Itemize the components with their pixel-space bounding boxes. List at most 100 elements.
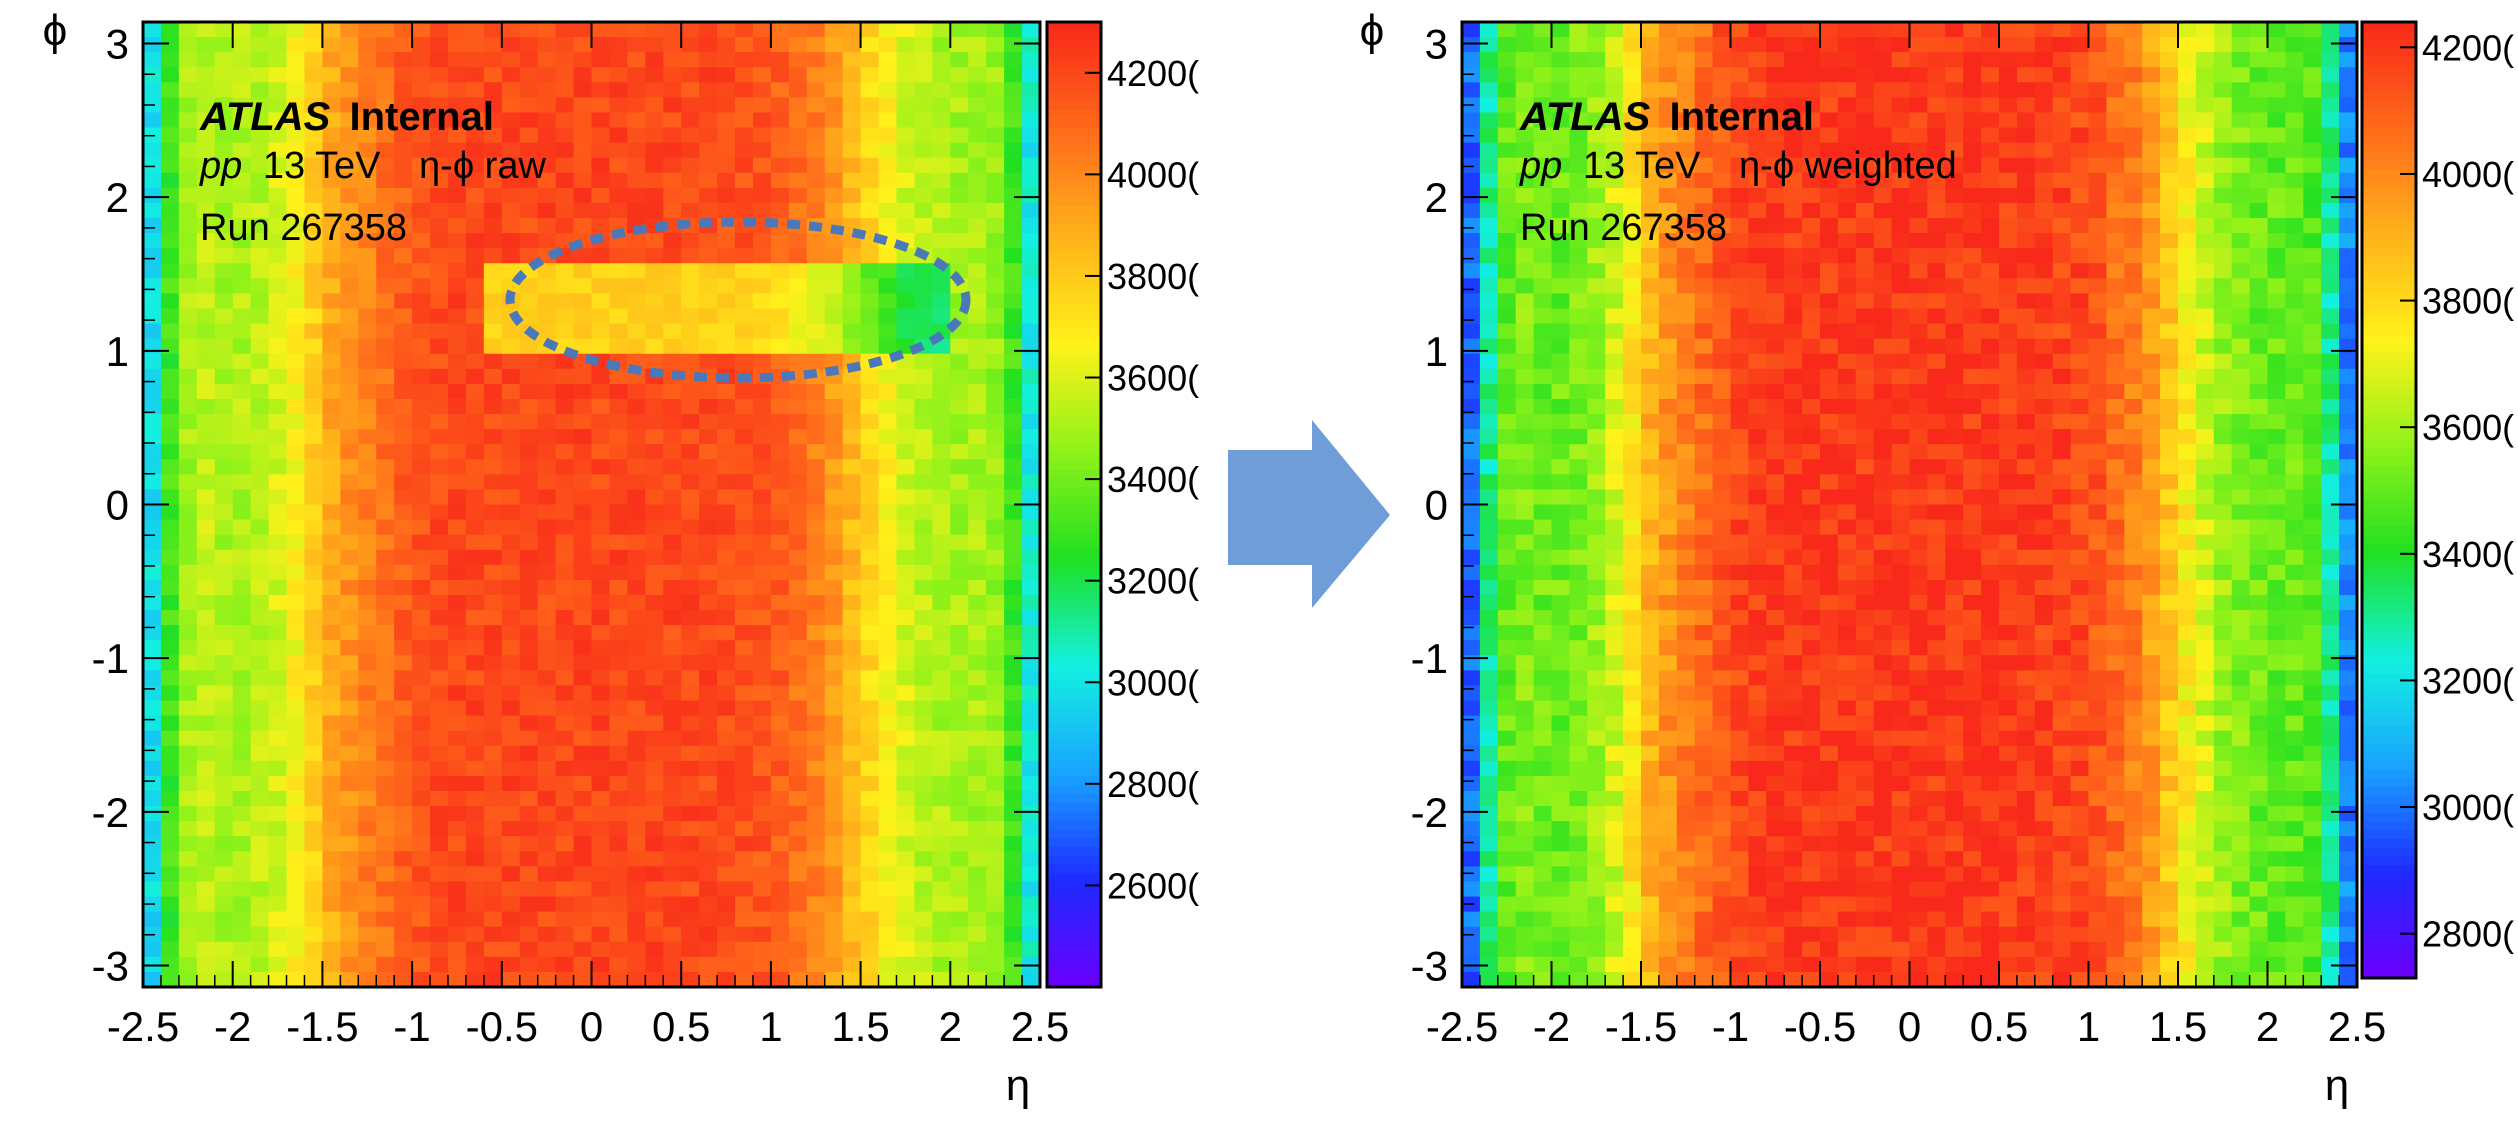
raw-heatmap-cell [699,143,718,159]
weighted-heatmap-cell [1516,957,1535,973]
raw-heatmap-cell [663,701,682,717]
weighted-heatmap-cell [1605,67,1624,83]
weighted-heatmap-cell [1462,731,1481,747]
weighted-heatmap-cell [1462,866,1481,882]
raw-heatmap-cell [358,881,377,897]
raw-heatmap-cell [538,324,557,340]
weighted-heatmap-cell [1641,610,1660,626]
raw-heatmap-cell [233,625,252,641]
raw-colorbar-cell [1047,855,1101,864]
raw-heatmap-cell [502,37,521,53]
weighted-heatmap-cell [1731,263,1750,279]
raw-heatmap-cell [627,731,646,747]
raw-heatmap-cell [861,701,880,717]
raw-heatmap-cell [968,263,987,279]
raw-heatmap-cell [394,459,413,475]
raw-heatmap-cell [681,746,700,762]
weighted-heatmap-cell [1462,324,1481,340]
raw-heatmap-cell [1004,188,1023,204]
raw-heatmap-cell [430,354,449,370]
raw-heatmap-cell [394,866,413,882]
raw-heatmap-cell [502,520,521,536]
raw-heatmap-cell [233,746,252,762]
raw-heatmap-cell [448,505,467,521]
weighted-heatmap-cell [1784,354,1803,370]
weighted-heatmap-cell [1874,550,1893,566]
weighted-heatmap-cell [1498,505,1517,521]
raw-heatmap-cell [663,308,682,324]
raw-heatmap-cell [771,444,790,460]
raw-heatmap-cell [574,384,593,400]
raw-heatmap-cell [179,459,198,475]
raw-heatmap-cell [986,263,1005,279]
weighted-heatmap-cell [1569,414,1588,430]
raw-heatmap-cell [376,384,395,400]
raw-heatmap-cell [1022,459,1041,475]
raw-colorbar-cell [1047,969,1101,978]
raw-heatmap-cell [574,897,593,913]
weighted-heatmap-cell [1534,897,1553,913]
raw-heatmap-cell [879,655,898,671]
raw-heatmap-cell [896,203,915,219]
weighted-heatmap-cell [1623,67,1642,83]
raw-heatmap-cell [896,308,915,324]
raw-heatmap-cell [358,399,377,415]
raw-heatmap-cell [717,836,736,852]
raw-heatmap-cell [556,580,575,596]
raw-heatmap-cell [592,866,611,882]
raw-heatmap-cell [412,37,431,53]
raw-heatmap-cell [322,610,341,626]
weighted-heatmap-cell [1784,821,1803,837]
raw-heatmap-cell [502,233,521,249]
raw-heatmap-cell [807,912,826,928]
weighted-heatmap-cell [1695,308,1714,324]
weighted-heatmap-cell [1605,595,1624,611]
raw-heatmap-cell [484,716,503,732]
weighted-heatmap-cell [1677,339,1696,355]
raw-heatmap-cell [735,550,754,566]
weighted-heatmap-cell [1856,670,1875,686]
raw-heatmap-cell [197,731,216,747]
weighted-heatmap-cell [1641,459,1660,475]
raw-heatmap-cell [592,821,611,837]
raw-heatmap-cell [412,339,431,355]
weighted-heatmap-cell [1480,158,1499,174]
raw-heatmap-cell [412,520,431,536]
raw-heatmap-cell [753,82,772,98]
weighted-heatmap-cell [1677,610,1696,626]
raw-heatmap-cell [771,52,790,68]
weighted-heatmap-cell [1462,701,1481,717]
weighted-heatmap-cell [1856,384,1875,400]
raw-heatmap-cell [448,414,467,430]
raw-heatmap-cell [753,22,772,38]
weighted-heatmap-cell [1534,399,1553,415]
raw-heatmap-cell [340,52,359,68]
raw-heatmap-cell [663,82,682,98]
raw-heatmap-cell [251,655,270,671]
raw-heatmap-cell [645,836,664,852]
raw-heatmap-cell [179,248,198,264]
weighted-heatmap-cell [1748,293,1767,309]
raw-heatmap-cell [412,550,431,566]
weighted-heatmap-cell [1802,399,1821,415]
raw-heatmap-cell [843,610,862,626]
raw-heatmap-cell [717,520,736,536]
weighted-heatmap-cell [1713,22,1732,38]
raw-heatmap-cell [681,459,700,475]
raw-beam-line: pp 13 TeV η-ϕ raw [199,145,546,187]
weighted-heatmap-cell [1659,278,1678,294]
raw-colorbar-cell [1047,180,1101,189]
raw-heatmap-cell [968,143,987,159]
raw-heatmap-cell [932,293,951,309]
raw-heatmap-cell [914,82,933,98]
raw-heatmap-cell [663,22,682,38]
raw-heatmap-cell [592,143,611,159]
raw-heatmap-cell [807,112,826,128]
raw-colorbar-cell [1047,285,1101,294]
raw-heatmap-cell [645,203,664,219]
weighted-heatmap-cell [1713,957,1732,973]
raw-heatmap-cell [1022,746,1041,762]
raw-heatmap-cell [251,670,270,686]
raw-heatmap-cell [699,851,718,867]
raw-heatmap-cell [322,927,341,943]
